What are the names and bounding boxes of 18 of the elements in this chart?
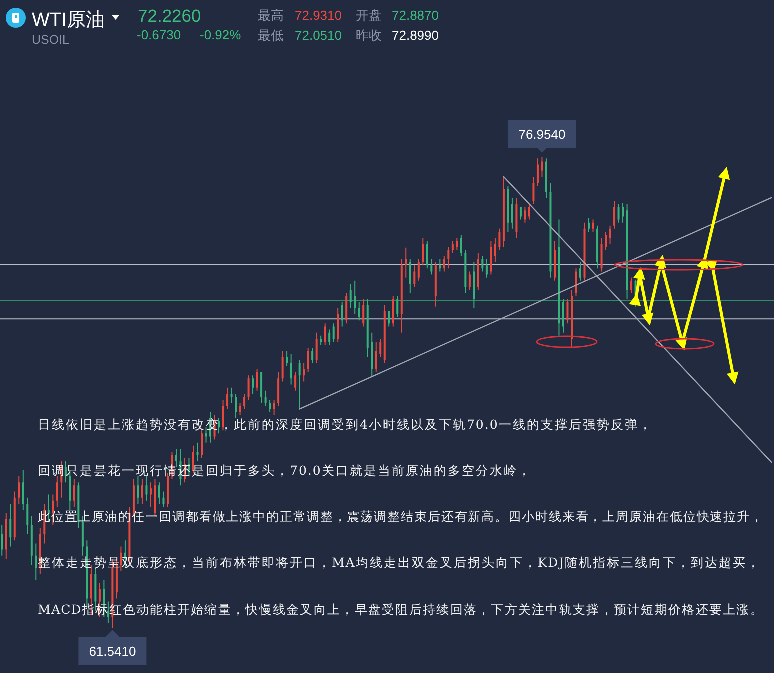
- text: 72.9310: [295, 8, 342, 23]
- text: -0.6730: [137, 28, 182, 42]
- point: [718, 167, 730, 180]
- annotation: 76.9540: [518, 127, 566, 142]
- text: 72.2260: [138, 6, 202, 26]
- text: 开盘: [356, 8, 382, 23]
- text: 昨收: [356, 28, 382, 43]
- point: [633, 267, 646, 280]
- chart-subtitle: USOIL: [32, 33, 70, 47]
- text: -0.92%: [200, 28, 242, 42]
- text: 72.8990: [392, 28, 439, 43]
- chart-title: WTI原油: [32, 10, 105, 31]
- text: 最高: [258, 8, 284, 23]
- text: 72.0510: [295, 28, 342, 43]
- annotation: 61.5410: [89, 644, 136, 659]
- point: [642, 312, 654, 326]
- text: 72.8870: [392, 8, 439, 23]
- text: 最低: [258, 28, 284, 43]
